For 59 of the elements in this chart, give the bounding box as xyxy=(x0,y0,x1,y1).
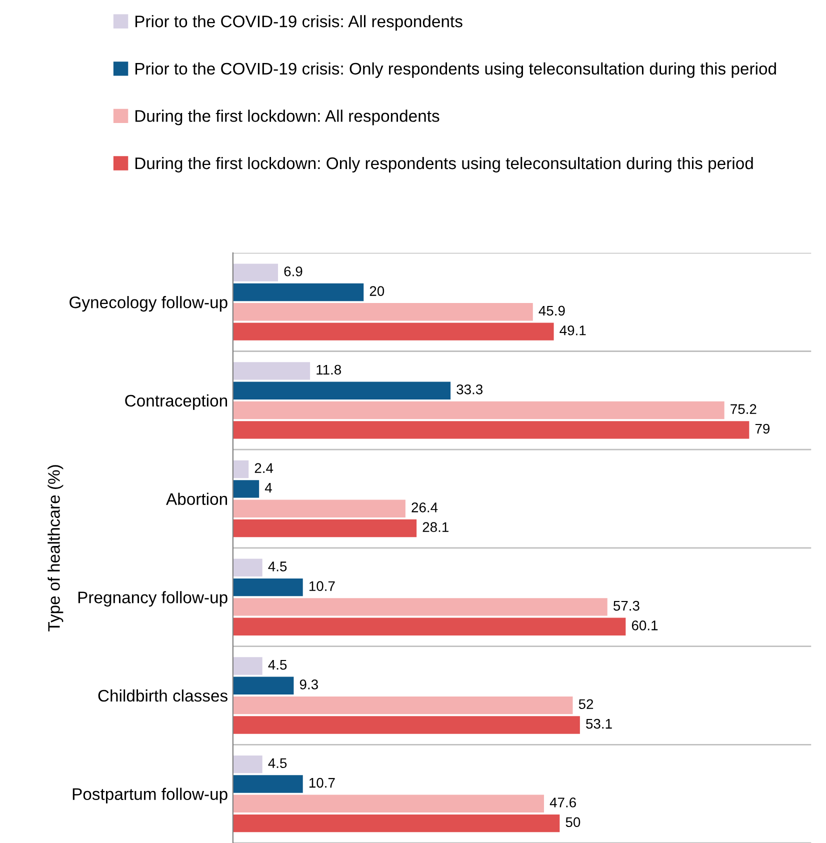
bar xyxy=(232,500,406,518)
y-tick-label: Childbirth classes xyxy=(98,689,228,702)
data-label: 49.1 xyxy=(560,325,586,336)
data-label: 52 xyxy=(578,699,594,710)
data-label: 75.2 xyxy=(730,404,756,414)
bar xyxy=(232,814,560,832)
legend-label: During the first lockdown: All respondents xyxy=(135,110,440,126)
bar xyxy=(232,676,294,694)
data-label: 6.9 xyxy=(284,266,302,276)
data-label: 10.7 xyxy=(309,581,335,592)
bar xyxy=(232,264,278,282)
y-tick-label: Pregnancy follow-up xyxy=(78,591,228,607)
bar xyxy=(232,303,533,321)
data-label: 9.3 xyxy=(300,680,318,690)
bar xyxy=(232,519,417,538)
bar xyxy=(232,618,626,636)
data-label: 4 xyxy=(264,482,272,493)
y-tick-label: Gynecology follow-up xyxy=(70,296,228,312)
data-label: 4.5 xyxy=(268,660,287,670)
bar xyxy=(232,794,544,813)
bar xyxy=(232,657,262,675)
y-tick-label: Contraception xyxy=(125,394,227,410)
data-label: 53.1 xyxy=(586,718,612,729)
data-label: 28.1 xyxy=(422,522,448,532)
legend-label: Prior to the COVID-19 crisis: Only respondents using teleconsultation during this period xyxy=(135,62,776,78)
data-label: 20 xyxy=(370,286,384,296)
data-label: 50 xyxy=(566,817,580,828)
data-label: 79 xyxy=(755,424,770,434)
data-label: 33.3 xyxy=(456,384,483,394)
bar xyxy=(232,716,580,734)
bar xyxy=(232,696,573,714)
bar xyxy=(232,578,303,596)
y-axis-title: Type of healthcare (%) xyxy=(48,465,64,632)
legend-label: During the first lockdown: Only respondents using teleconsultation during this period xyxy=(135,156,753,172)
data-label: 11.8 xyxy=(316,364,341,375)
data-label: 47.6 xyxy=(550,798,576,808)
bar xyxy=(232,362,310,380)
data-label: 60.1 xyxy=(632,620,658,630)
bar xyxy=(232,598,608,616)
legend-label: Prior to the COVID-19 crisis: All respondents xyxy=(135,15,462,31)
bar xyxy=(232,322,554,340)
y-tick-label: Postpartum follow-up xyxy=(72,788,228,804)
bar xyxy=(232,401,724,420)
bar xyxy=(232,755,262,774)
bar xyxy=(232,460,249,478)
data-label: 10.7 xyxy=(309,778,335,788)
bar xyxy=(232,775,303,793)
data-label: 57.3 xyxy=(613,600,640,611)
bar xyxy=(232,382,451,400)
y-tick-label: Abortion xyxy=(166,492,227,505)
data-label: 26.4 xyxy=(412,502,438,512)
data-label: 4.5 xyxy=(268,562,287,572)
data-label: 2.4 xyxy=(254,463,274,473)
bar xyxy=(232,558,262,576)
data-label: 45.9 xyxy=(538,306,565,316)
bar xyxy=(232,480,260,498)
bar xyxy=(232,283,364,302)
data-label: 4.5 xyxy=(268,758,287,768)
bar xyxy=(232,421,750,439)
